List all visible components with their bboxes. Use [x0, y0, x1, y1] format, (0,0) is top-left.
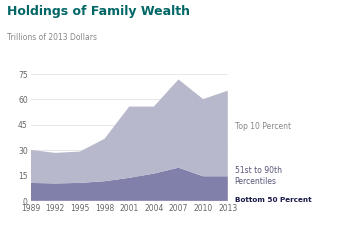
Text: Top 10 Percent: Top 10 Percent — [235, 122, 291, 131]
Text: Bottom 50 Percent: Bottom 50 Percent — [235, 197, 311, 203]
Text: 51st to 90th
Percentiles: 51st to 90th Percentiles — [235, 166, 282, 186]
Text: Trillions of 2013 Dollars: Trillions of 2013 Dollars — [7, 33, 97, 42]
Text: Holdings of Family Wealth: Holdings of Family Wealth — [7, 5, 190, 18]
